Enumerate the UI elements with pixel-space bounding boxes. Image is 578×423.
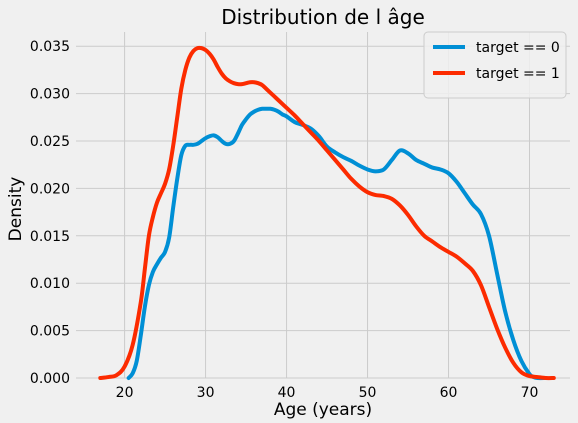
y-tick-label: 0.005 bbox=[30, 324, 70, 340]
x-tick-label: 40 bbox=[278, 385, 296, 401]
legend: target == 0 target == 1 bbox=[423, 31, 567, 99]
x-axis-label: Age (years) bbox=[274, 400, 372, 420]
x-tick-label: 50 bbox=[359, 385, 377, 401]
y-tick-label: 0.015 bbox=[30, 229, 70, 245]
y-tick-label: 0.035 bbox=[30, 39, 70, 55]
x-tick-label: 60 bbox=[440, 385, 458, 401]
legend-label-0: target == 0 bbox=[476, 40, 560, 56]
y-tick-label: 0.025 bbox=[30, 134, 70, 150]
x-axis-ticks: 20 30 40 50 60 70 bbox=[116, 385, 539, 401]
series-line-0 bbox=[126, 106, 548, 381]
x-tick-label: 20 bbox=[116, 385, 134, 401]
x-tick-label: 30 bbox=[197, 385, 215, 401]
y-tick-label: 0.020 bbox=[30, 181, 70, 197]
legend-label-1: target == 1 bbox=[476, 66, 560, 82]
y-tick-label: 0.030 bbox=[30, 87, 70, 103]
chart-title: Distribution de l âge bbox=[221, 5, 425, 29]
series-line-1 bbox=[98, 45, 556, 381]
y-axis-label: Density bbox=[6, 177, 26, 242]
y-tick-label: 0.010 bbox=[30, 276, 70, 292]
y-axis-ticks: 0.000 0.005 0.010 0.015 0.020 0.025 0.030 0.035 bbox=[30, 39, 70, 387]
x-tick-label: 70 bbox=[521, 385, 539, 401]
series-lines bbox=[98, 45, 556, 381]
y-tick-label: 0.000 bbox=[30, 371, 70, 387]
